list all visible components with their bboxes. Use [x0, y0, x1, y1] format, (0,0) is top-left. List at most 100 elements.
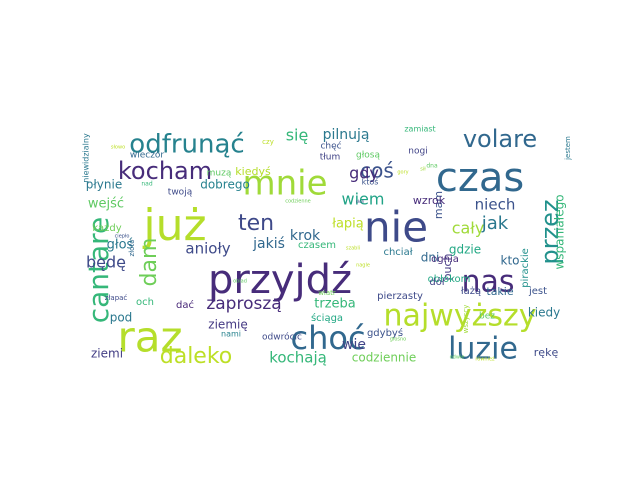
word-5: mnie: [242, 164, 327, 204]
word-70: twoją: [168, 188, 193, 198]
word-11: odfrunąć: [129, 130, 244, 160]
word-26: pilnują: [323, 127, 370, 143]
word-62: obłokom: [428, 274, 471, 285]
word-58: ściąga: [311, 312, 343, 324]
word-39: dobrego: [200, 178, 250, 192]
word-1: przyjdź: [208, 257, 352, 303]
word-2: już: [142, 200, 206, 251]
word-37: wejść: [88, 197, 124, 212]
word-25: niech: [475, 196, 516, 214]
word-48: kto: [501, 254, 520, 268]
word-20: się: [286, 126, 309, 145]
word-34: trzeba: [314, 297, 355, 312]
word-12: volare: [463, 125, 537, 153]
word-74: tłum: [320, 153, 341, 163]
word-16: dam: [137, 238, 162, 287]
word-69: każdy: [92, 223, 121, 234]
word-77: nogi: [408, 147, 427, 157]
word-89: ciepło: [115, 234, 130, 240]
word-23: wiem: [342, 190, 385, 209]
word-27: kochają: [269, 349, 327, 367]
word-4: raz: [117, 313, 182, 362]
word-65: bez: [479, 312, 495, 322]
word-35: codziennie: [352, 351, 417, 365]
word-36: głoś: [107, 238, 134, 253]
word-80: niewidzialny: [82, 133, 91, 183]
word-44: wspaniałego: [553, 194, 567, 269]
word-18: ten: [238, 211, 274, 236]
word-90: odwie: [450, 355, 465, 361]
word-10: cantare: [82, 217, 115, 324]
word-98: głośno: [390, 336, 407, 343]
word-86: wszyscy: [462, 305, 470, 334]
word-97: obiad: [233, 279, 247, 285]
word-59: gdybyś: [367, 327, 403, 339]
word-32: łapią: [332, 217, 364, 232]
word-22: jak: [481, 213, 509, 234]
word-83: nami: [221, 330, 241, 339]
word-15: przez: [536, 199, 564, 264]
word-31: jakiś: [252, 236, 285, 252]
word-21: cały: [452, 219, 485, 238]
word-50: mam: [432, 191, 445, 219]
word-85: dna: [426, 163, 438, 170]
word-19: zaproszą: [206, 294, 281, 314]
word-33: wie: [342, 337, 366, 353]
word-38: płynie: [86, 178, 122, 192]
word-60: czasem: [298, 240, 336, 251]
word-53: łażą: [461, 286, 481, 297]
word-61: chciał: [383, 247, 412, 258]
word-30: krok: [290, 228, 321, 244]
word-51: wzrok: [413, 194, 446, 207]
word-49: dni: [421, 251, 440, 265]
word-72: wieczór: [130, 150, 165, 161]
word-6: nas: [461, 265, 514, 300]
word-63: ognia: [431, 254, 459, 265]
word-95: nagle: [356, 263, 370, 269]
word-94: szabli: [346, 246, 360, 252]
word-73: chęć: [320, 141, 341, 152]
word-92: codzienne: [285, 199, 311, 205]
word-40: kiedyś: [235, 165, 271, 178]
word-57: pierzasty: [377, 291, 423, 302]
word-7: najwyższy: [384, 299, 537, 334]
word-68: och: [136, 297, 154, 308]
word-54: takie: [486, 285, 513, 298]
word-78: zamiast: [404, 125, 435, 134]
word-71: muzą: [207, 169, 232, 179]
word-64: dół: [429, 276, 444, 288]
word-99: gory: [397, 170, 408, 176]
word-0: czas: [436, 155, 524, 201]
word-24: gdy: [349, 164, 379, 183]
word-42: ziemię: [208, 318, 247, 332]
word-28: będę: [86, 253, 126, 272]
word-96: sił: [420, 167, 426, 173]
word-66: odwrócić: [262, 332, 302, 343]
word-3: nie: [364, 203, 428, 252]
word-76: ktoś: [362, 177, 379, 187]
word-84: wiatr: [318, 289, 336, 297]
word-14: daleko: [160, 344, 233, 369]
word-9: luzie: [448, 332, 518, 367]
word-8: choć: [290, 319, 365, 357]
word-43: ziemi: [91, 347, 123, 361]
word-13: kocham: [118, 157, 212, 185]
word-29: anioły: [185, 240, 230, 258]
word-75: głosą: [356, 151, 380, 161]
word-67: dać: [176, 299, 194, 311]
word-47: gdzie: [449, 243, 481, 257]
word-82: złapać: [105, 294, 128, 302]
word-93: słoń: [356, 199, 365, 204]
word-87: czy: [262, 138, 274, 146]
word-41: pod: [110, 311, 133, 325]
word-46: rękę: [534, 346, 559, 359]
word-55: jest: [528, 286, 547, 297]
word-45: kiedy: [528, 306, 560, 320]
word-91: również: [475, 356, 495, 363]
word-79: jestem: [564, 136, 572, 161]
word-100: słowo: [111, 145, 125, 151]
word-88: nad: [141, 181, 152, 188]
word-81: złoto: [128, 240, 136, 257]
word-52: puch: [441, 253, 454, 280]
